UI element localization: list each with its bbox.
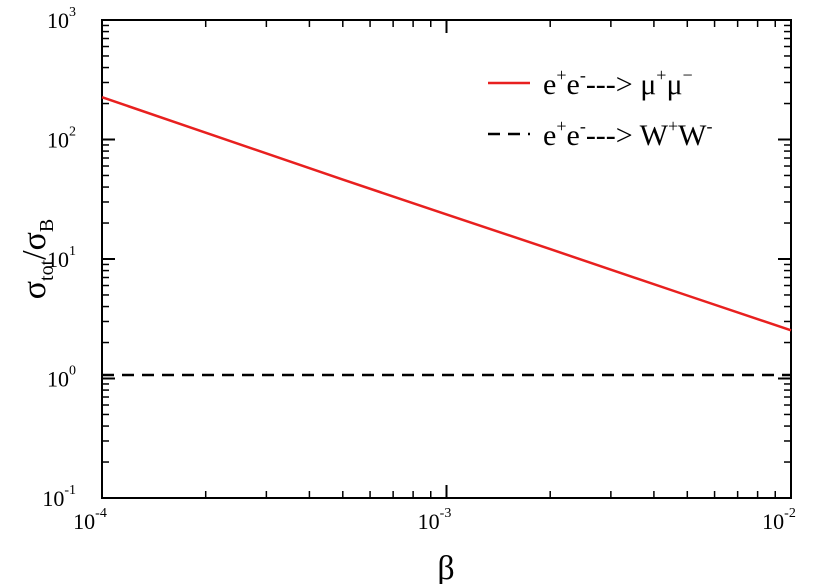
x-tick-labels: 10-4 10-3 10-2 (73, 506, 796, 534)
x-tick-label: 10-3 (418, 506, 452, 534)
y-tick-label: 102 (47, 125, 76, 153)
series-line-mumu (101, 96, 792, 332)
major-ticks (101, 19, 792, 499)
x-axis-title: β (437, 550, 454, 584)
plot-frame (101, 19, 792, 499)
x-tick-label: 10-2 (762, 506, 796, 534)
y-tick-label: 10-1 (42, 483, 76, 511)
y-tick-label: 100 (47, 364, 76, 392)
legend: e+e----> μ+μ− e+e----> W+W- (488, 65, 712, 152)
legend-label-ww: e+e----> W+W- (543, 116, 712, 152)
y-tick-label: 103 (47, 5, 76, 33)
series-lines (101, 96, 792, 377)
y-tick-labels: 10-1 100 101 102 103 (42, 5, 76, 511)
legend-label-mumu: e+e----> μ+μ− (543, 65, 693, 101)
minor-ticks (102, 20, 791, 498)
y-axis-title: σtot/σB (16, 219, 58, 300)
y-tick-label: 101 (47, 244, 76, 272)
x-tick-label: 10-4 (73, 506, 107, 534)
